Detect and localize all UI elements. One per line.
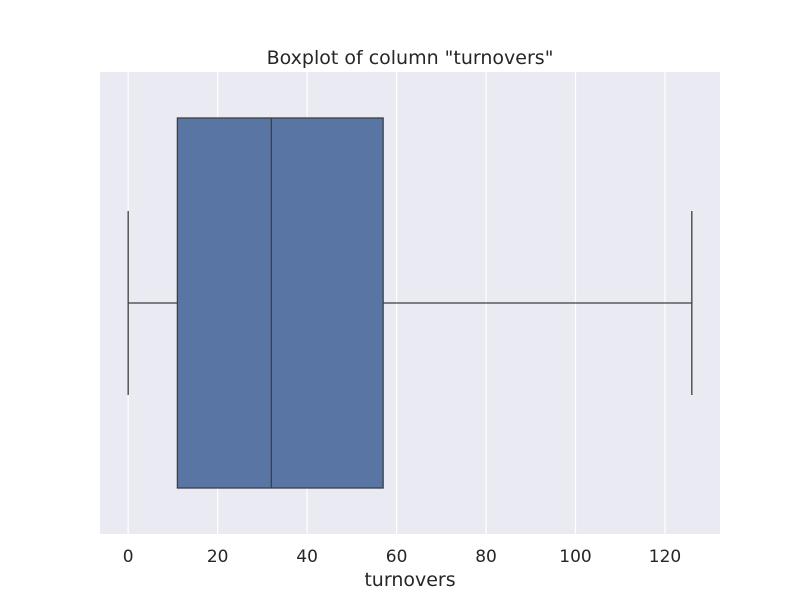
x-axis-label: turnovers: [364, 569, 455, 591]
x-tick-label: 80: [475, 547, 497, 567]
x-tick-label: 100: [559, 547, 591, 567]
x-tick-label: 40: [296, 547, 318, 567]
interquartile-box: [176, 117, 384, 489]
x-tick-label: 120: [649, 547, 681, 567]
chart-title: Boxplot of column "turnovers": [267, 47, 554, 69]
x-axis-ticks: 0 20 40 60 80 100 120: [123, 547, 681, 567]
x-tick-label: 0: [123, 547, 134, 567]
x-tick-label: 20: [207, 547, 229, 567]
box-group: [127, 117, 693, 489]
x-tick-label: 60: [386, 547, 408, 567]
